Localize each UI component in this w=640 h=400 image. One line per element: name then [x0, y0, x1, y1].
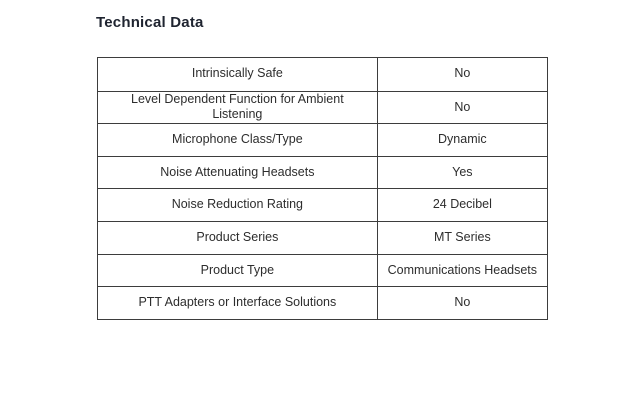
page-title: Technical Data	[96, 14, 204, 31]
table-row: Noise Attenuating Headsets Yes	[98, 155, 547, 189]
table-row: Product Series MT Series	[98, 220, 547, 254]
technical-data-table: Intrinsically Safe No Level Dependent Fu…	[97, 57, 548, 320]
spec-label-cell: Noise Reduction Rating	[98, 189, 378, 221]
table-row: Product Type Communications Headsets	[98, 253, 547, 287]
spec-value-cell: No	[454, 66, 471, 81]
spec-value-cell: Communications Headsets	[387, 262, 538, 277]
spec-value-cell: No	[454, 99, 471, 114]
table-row: Microphone Class/Type Dynamic	[98, 123, 547, 156]
table-row: Intrinsically Safe No	[98, 58, 547, 91]
spec-value-cell: MT Series	[433, 229, 491, 244]
spec-value-cell: Yes	[452, 164, 473, 179]
table-row: Level Dependent Function for Ambient Lis…	[98, 90, 547, 124]
spec-label-cell: Noise Attenuating Headsets	[98, 156, 378, 189]
spec-value-cell: No	[454, 295, 471, 310]
spec-label-cell: Intrinsically Safe	[98, 58, 378, 91]
spec-value-cell: 24 Decibel	[432, 197, 492, 212]
spec-label-cell: PTT Adapters or Interface Solutions	[98, 287, 378, 319]
spec-value-cell: Dynamic	[438, 132, 487, 147]
table-row: Noise Reduction Rating 24 Decibel	[98, 188, 547, 221]
spec-label-cell: Level Dependent Function for Ambient Lis…	[98, 91, 378, 124]
table-row: PTT Adapters or Interface Solutions No	[98, 286, 547, 319]
spec-label-cell: Product Type	[98, 254, 378, 287]
spec-label-cell: Microphone Class/Type	[98, 124, 378, 156]
spec-label-cell: Product Series	[98, 221, 378, 254]
